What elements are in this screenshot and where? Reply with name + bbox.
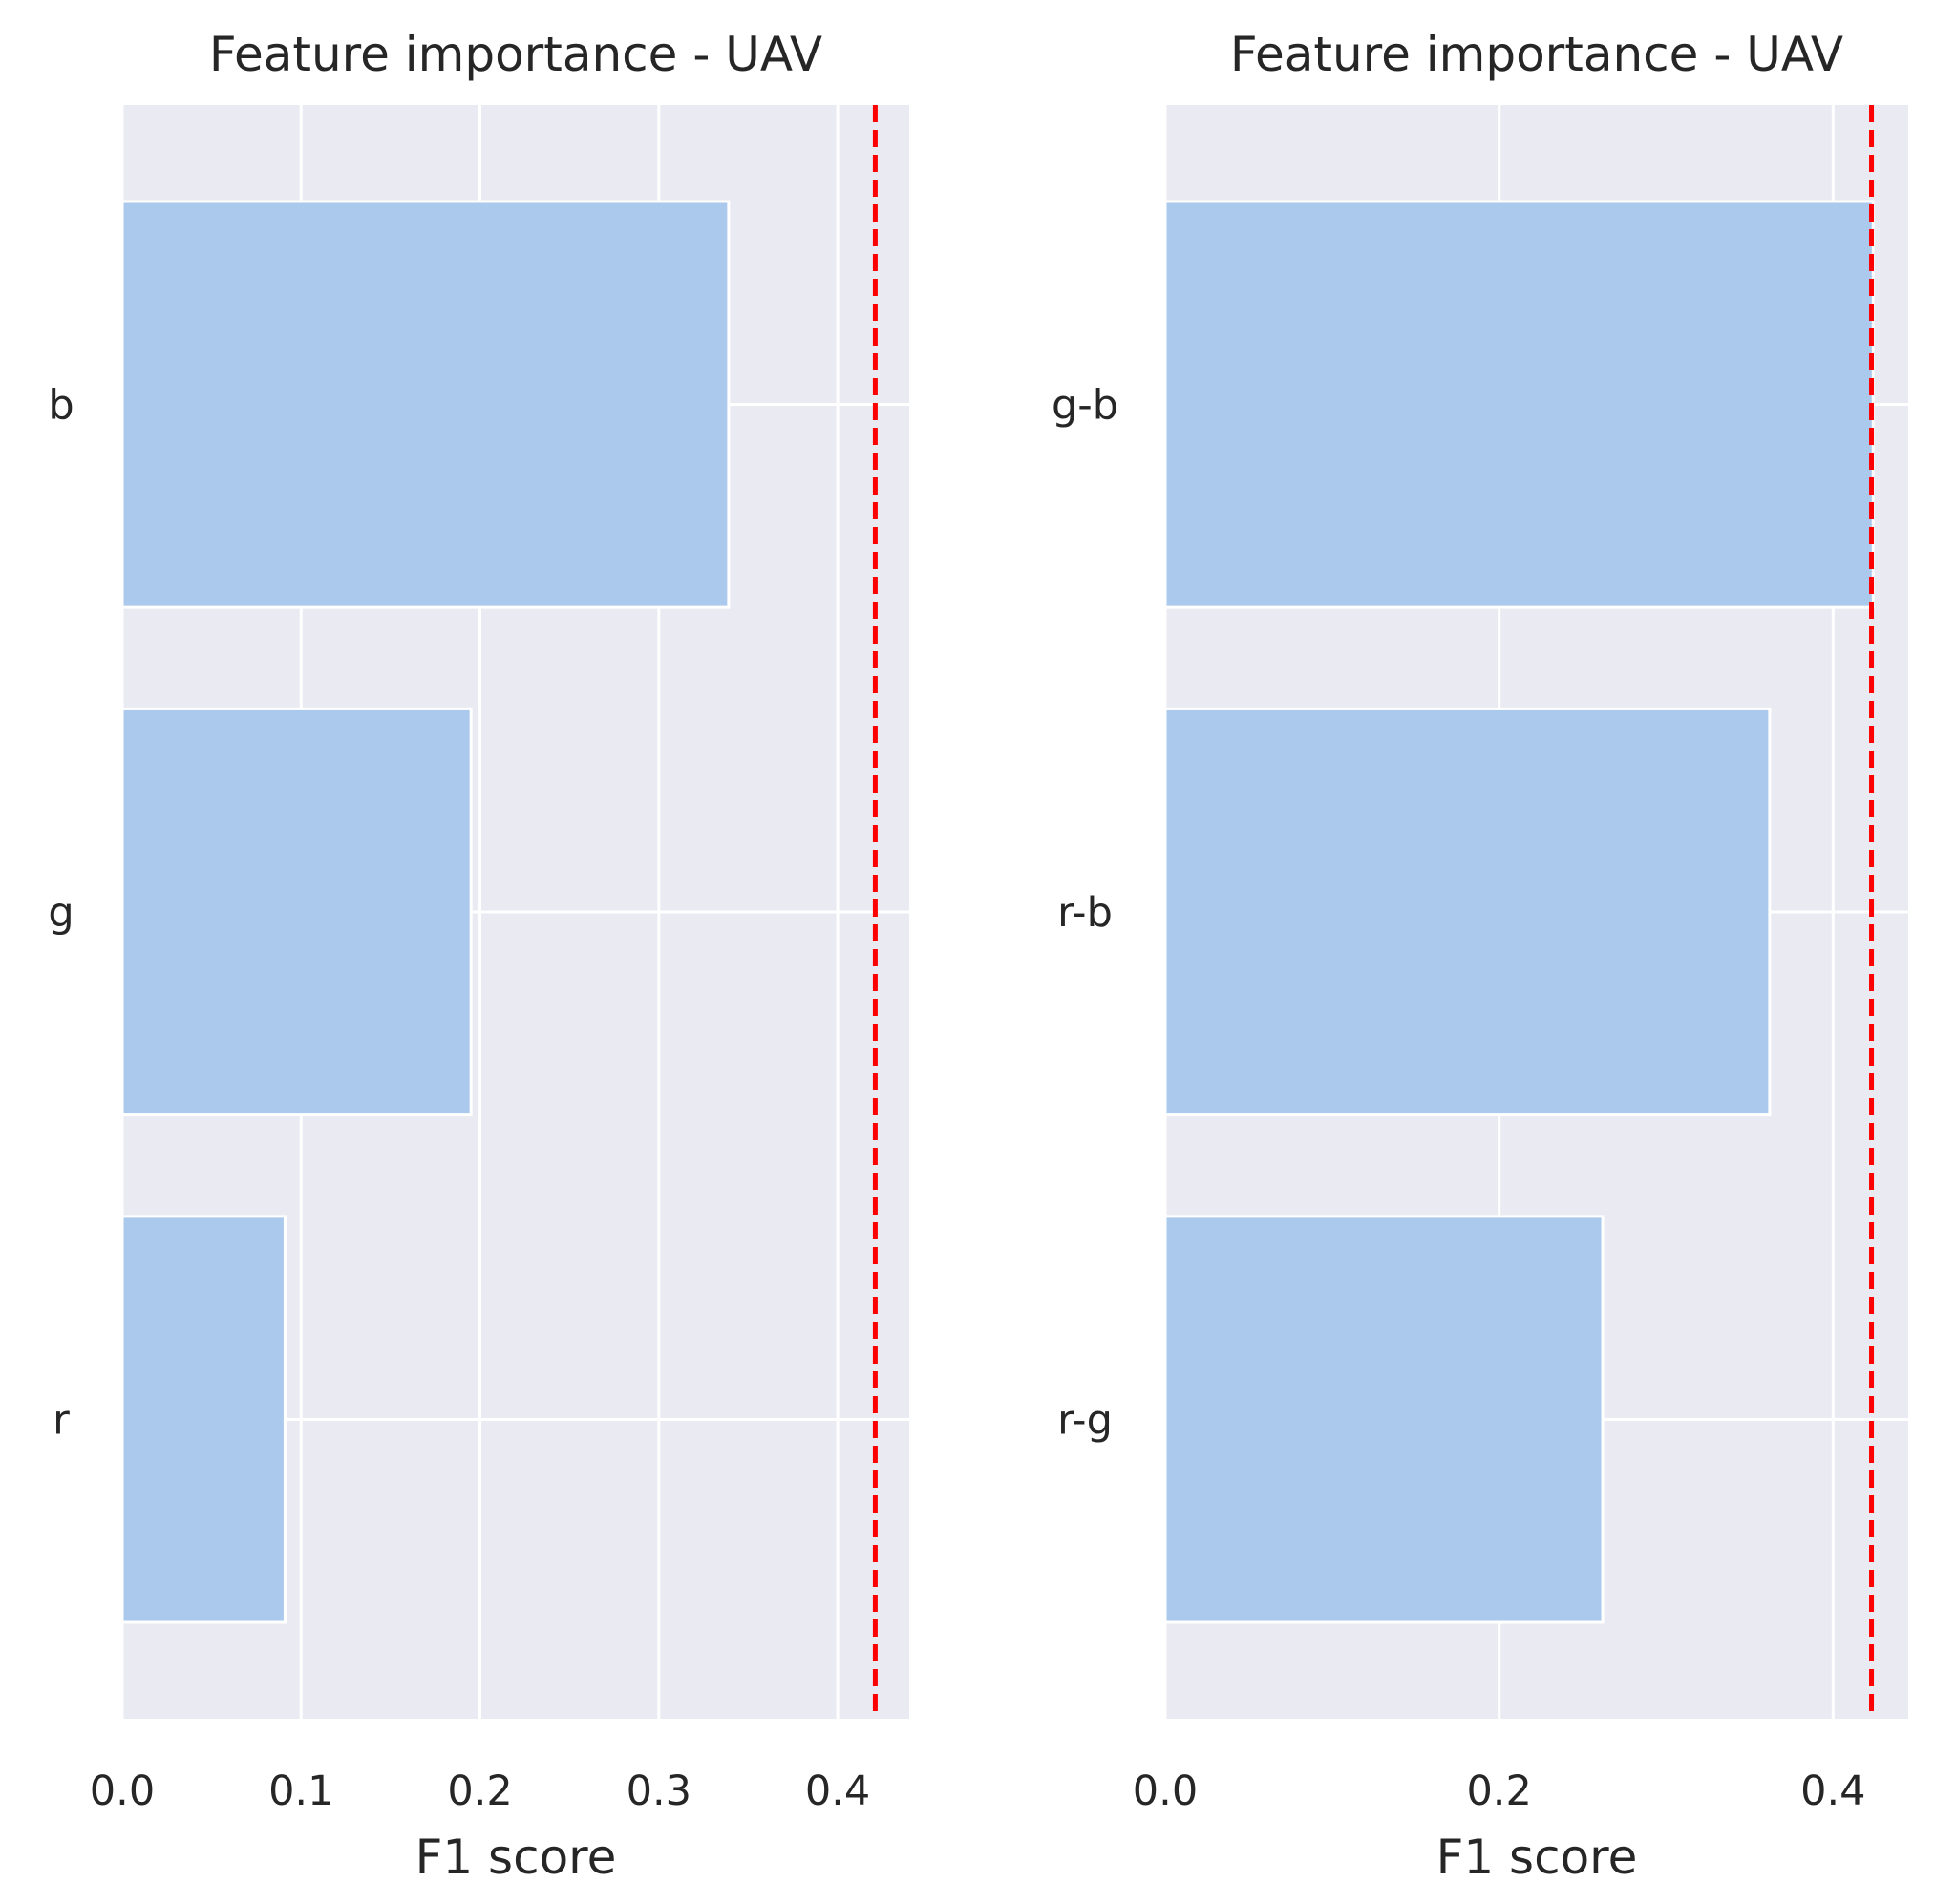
x-axis-label-2: F1 score <box>1436 1830 1638 1885</box>
bar-r-g <box>1163 1215 1605 1624</box>
category-label-r-b: r-b <box>1057 889 1113 937</box>
chart-title-1: Feature importance - UAV <box>209 27 822 82</box>
chart-title-2: Feature importance - UAV <box>1230 27 1843 82</box>
bar-r <box>120 1215 287 1624</box>
bar-g <box>120 707 473 1117</box>
x-tick-label-1-1: 0.1 <box>268 1767 333 1815</box>
bar-b <box>120 200 731 609</box>
x-tick-label-1-3: 0.3 <box>627 1767 691 1815</box>
category-label-r: r <box>53 1396 70 1444</box>
category-label-b: b <box>48 382 74 430</box>
category-label-g-b: g-b <box>1052 382 1118 430</box>
x-tick-label-2-1: 0.2 <box>1466 1767 1531 1815</box>
category-label-r-g: r-g <box>1057 1396 1113 1444</box>
x-tick-label-1-2: 0.2 <box>447 1767 512 1815</box>
x-tick-label-1-4: 0.4 <box>805 1767 870 1815</box>
bar-g-b <box>1163 200 1875 609</box>
x-tick-label-1-0: 0.0 <box>90 1767 155 1815</box>
x-axis-label-1: F1 score <box>415 1830 617 1885</box>
x-tick-label-2-2: 0.4 <box>1800 1767 1865 1815</box>
bar-r-b <box>1163 707 1772 1117</box>
x-tick-label-2-0: 0.0 <box>1133 1767 1198 1815</box>
category-label-g: g <box>48 889 74 937</box>
